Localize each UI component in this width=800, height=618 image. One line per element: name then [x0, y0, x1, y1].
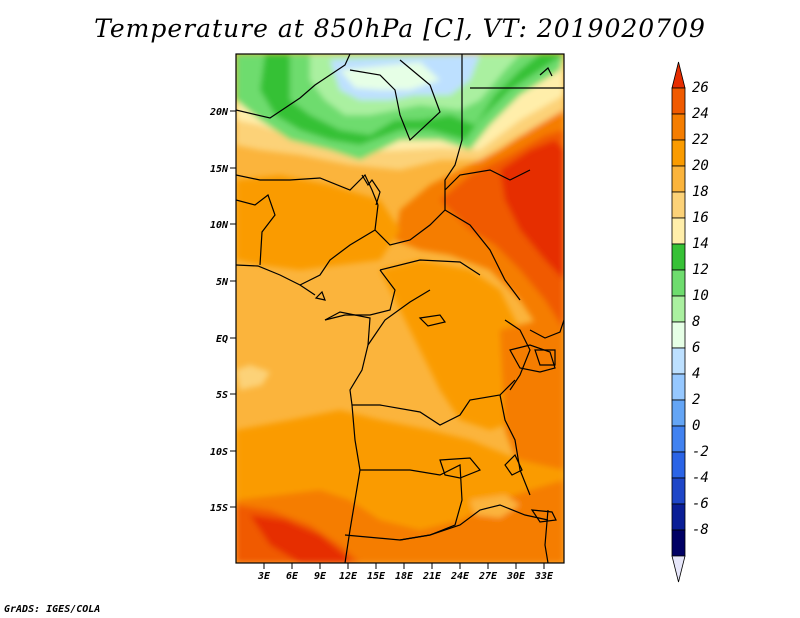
- colorbar-swatch: [671, 347, 686, 375]
- lon-label: 3E: [257, 571, 271, 582]
- colorbar-label: 16: [692, 210, 709, 226]
- colorbar-swatch: [671, 321, 686, 349]
- latitude-axis: [230, 110, 236, 508]
- map-frame: [235, 53, 565, 564]
- colorbar-label: -8: [692, 522, 709, 538]
- colorbar-swatch: [671, 217, 686, 245]
- lat-label: 15S: [210, 503, 228, 514]
- temperature-field: [236, 54, 564, 563]
- colorbar-swatch: [671, 113, 686, 141]
- lon-label: 15E: [367, 571, 386, 582]
- colorbar-label: 22: [692, 132, 709, 148]
- lat-label: EQ: [216, 334, 228, 345]
- colorbar-swatch: [671, 243, 686, 271]
- colorbar-label: -6: [692, 496, 709, 512]
- lon-label: 9E: [314, 571, 327, 582]
- colorbar-swatch: [671, 425, 686, 453]
- lat-label: 20N: [209, 107, 229, 118]
- lat-label: 10N: [210, 220, 229, 231]
- colorbar-swatch: [671, 373, 686, 401]
- colorbar-swatch: [671, 191, 686, 219]
- colorbar-label: 10: [692, 288, 709, 304]
- colorbar-swatch: [671, 87, 686, 115]
- colorbar-swatch: [671, 61, 686, 89]
- lon-label: 12E: [339, 571, 358, 582]
- lon-label: 21E: [422, 571, 442, 582]
- lon-label: 30E: [506, 571, 526, 582]
- colorbar-label: 4: [692, 366, 700, 382]
- colorbar-label: 2: [692, 392, 700, 408]
- longitude-labels: 3E 6E 9E 12E 15E 18E 21E 24E 27E 30E 33E: [257, 571, 554, 582]
- colorbar-label: 24: [692, 106, 709, 122]
- lon-label: 24E: [450, 571, 470, 582]
- colorbar-swatch: [671, 399, 686, 427]
- colorbar-swatch: [671, 165, 686, 193]
- colorbar-swatch: [671, 503, 686, 531]
- latitude-labels: 20N 15N 10N 5N EQ 5S 10S 15S: [209, 107, 229, 514]
- map-title: Temperature at 850hPa [C], VT: 201902070…: [94, 14, 706, 43]
- colorbar-swatch: [671, 555, 686, 583]
- colorbar: [671, 61, 686, 583]
- colorbar-swatch: [671, 295, 686, 323]
- colorbar-labels: 26 24 22 20 18 16 14 12 10 8 6 4 2 0 -2 …: [692, 80, 709, 538]
- lat-label: 15N: [210, 164, 229, 175]
- credit-text: GrADS: IGES/COLA: [4, 604, 101, 615]
- lon-label: 6E: [286, 571, 299, 582]
- country-borders: [236, 54, 564, 563]
- colorbar-label: 12: [692, 262, 709, 278]
- lon-label: 27E: [478, 571, 498, 582]
- colorbar-label: -4: [692, 470, 709, 486]
- lat-label: 10S: [210, 447, 228, 458]
- lat-label: 5N: [216, 277, 229, 288]
- colorbar-label: 6: [692, 340, 700, 356]
- colorbar-swatch: [671, 477, 686, 505]
- colorbar-label: 0: [692, 418, 700, 434]
- colorbar-label: 18: [692, 184, 709, 200]
- colorbar-swatch: [671, 269, 686, 297]
- colorbar-label: 14: [692, 236, 709, 252]
- lon-label: 33E: [534, 571, 554, 582]
- colorbar-label: 26: [692, 80, 709, 96]
- colorbar-label: 8: [692, 314, 700, 330]
- colorbar-swatch: [671, 529, 686, 557]
- colorbar-swatch: [671, 451, 686, 479]
- colorbar-label: 20: [692, 158, 709, 174]
- lon-label: 18E: [395, 571, 414, 582]
- longitude-axis: [263, 563, 545, 569]
- colorbar-label: -2: [692, 444, 709, 460]
- colorbar-swatch: [671, 139, 686, 167]
- lat-label: 5S: [216, 390, 228, 401]
